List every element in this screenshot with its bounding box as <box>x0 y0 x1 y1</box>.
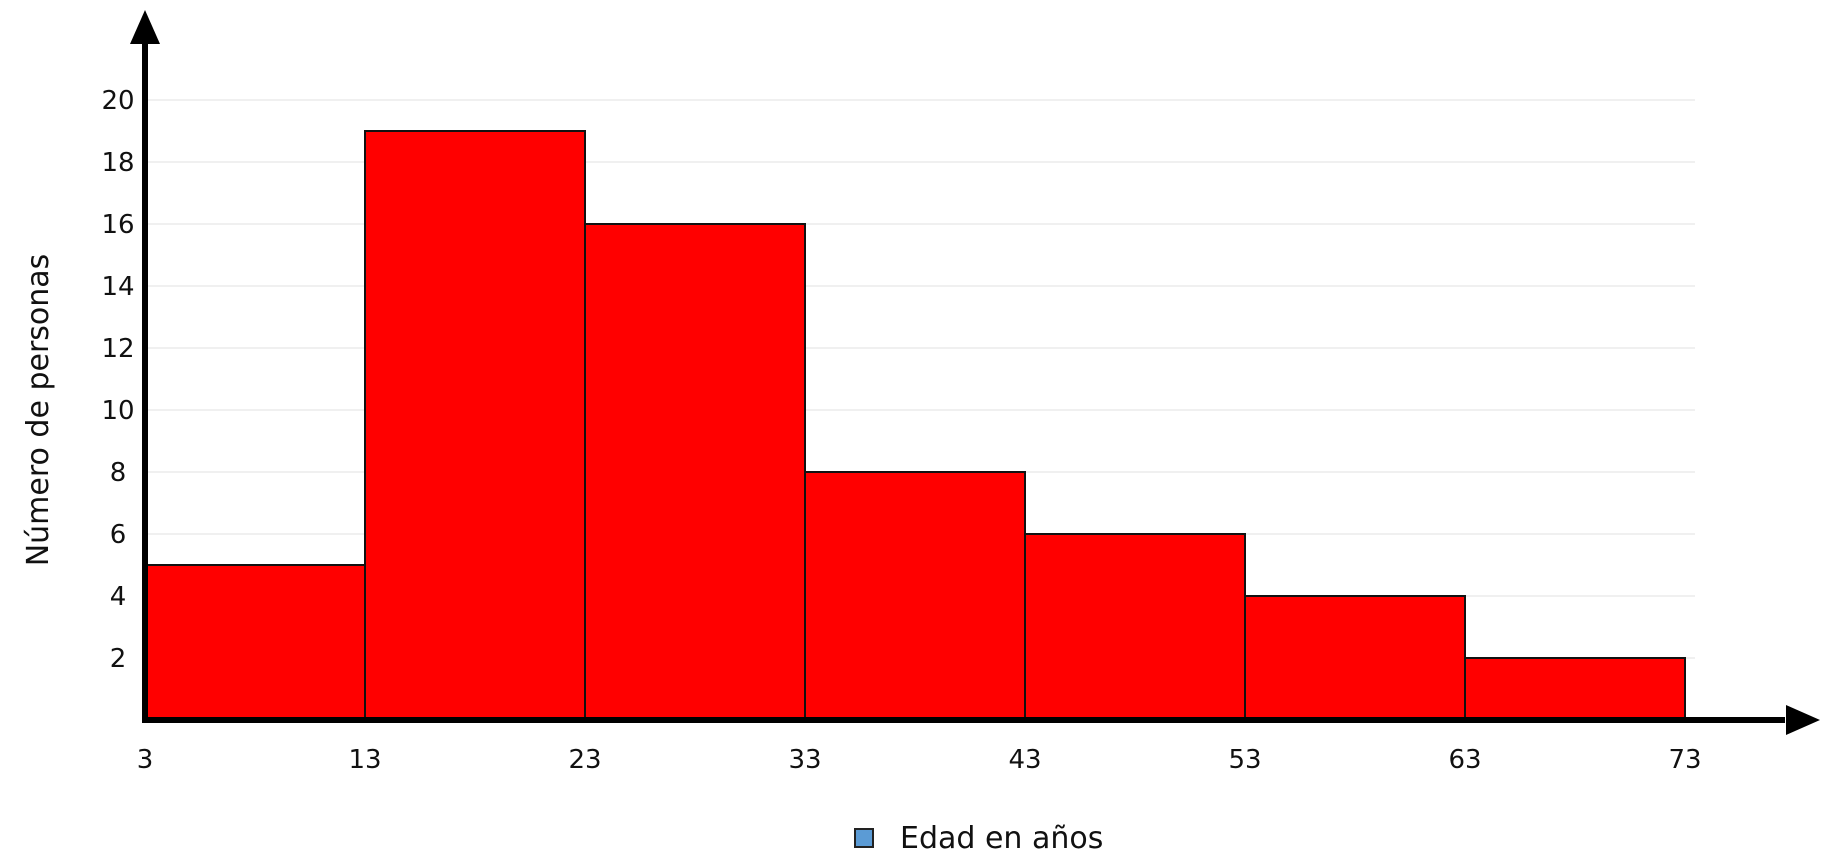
x-tick-label: 63 <box>1448 745 1481 775</box>
x-tick-label: 23 <box>568 745 601 775</box>
x-tick-labels: 3 13 23 33 43 53 63 73 <box>137 745 1702 775</box>
axis-layer <box>130 10 1820 735</box>
bar-layer <box>144 130 1686 721</box>
histogram-bar-13-23 <box>364 130 586 721</box>
histogram-bar-63-73 <box>1464 657 1686 721</box>
y-tick-labels: 2 4 6 8 10 12 14 16 18 20 <box>101 86 134 674</box>
histogram-bar-23-33 <box>584 223 806 721</box>
x-tick-label: 73 <box>1668 745 1701 775</box>
y-tick-label: 18 <box>101 148 134 178</box>
histogram-bar-43-53 <box>1024 533 1246 721</box>
y-axis-title: Número de personas <box>21 254 56 567</box>
y-tick-label: 6 <box>110 520 127 550</box>
y-axis-arrowhead <box>130 10 160 44</box>
legend: Edad en años <box>854 821 1103 855</box>
y-tick-label: 20 <box>101 86 134 116</box>
histogram-bar-3-13 <box>144 564 366 721</box>
x-axis-arrowhead <box>1786 705 1820 735</box>
y-tick-label: 8 <box>110 458 127 488</box>
y-tick-label: 16 <box>101 210 134 240</box>
x-tick-label: 33 <box>788 745 821 775</box>
histogram-bar-53-63 <box>1244 595 1466 721</box>
histogram-bar-33-43 <box>804 471 1026 721</box>
x-tick-label: 3 <box>137 745 154 775</box>
y-tick-label: 12 <box>101 334 134 364</box>
x-tick-label: 43 <box>1008 745 1041 775</box>
x-tick-label: 53 <box>1228 745 1261 775</box>
y-tick-label: 2 <box>110 644 127 674</box>
legend-label: Edad en años <box>900 821 1103 855</box>
y-tick-label: 10 <box>101 396 134 426</box>
legend-swatch <box>854 828 874 848</box>
x-tick-label: 13 <box>348 745 381 775</box>
y-tick-label: 14 <box>101 272 134 302</box>
y-tick-label: 4 <box>110 582 127 612</box>
